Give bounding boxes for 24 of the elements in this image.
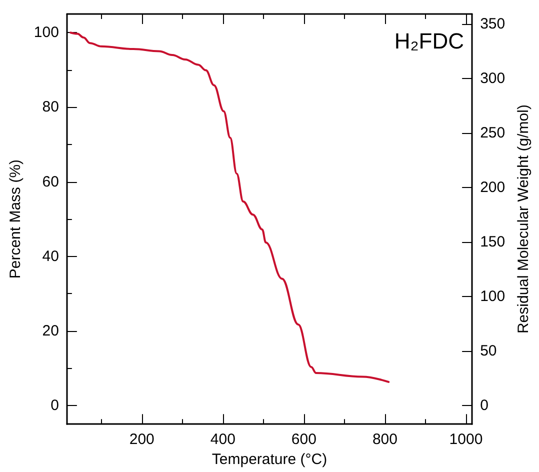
x-tick-label: 200 <box>129 431 154 448</box>
y-tick-label: 80 <box>42 98 59 116</box>
y2-axis-title: Residual Molecular Weight (g/mol) <box>515 104 532 334</box>
y-tick-label: 40 <box>42 248 59 265</box>
x-tick-label: 800 <box>372 431 398 448</box>
x-tick-label: 600 <box>291 431 316 448</box>
y2-tick-label: 50 <box>480 342 497 360</box>
y-tick-label: 20 <box>42 322 59 340</box>
y2-tick-label: 300 <box>480 70 506 87</box>
y2-tick-label: 0 <box>480 397 488 414</box>
y2-tick-label: 200 <box>480 178 506 196</box>
line-series <box>70 32 390 383</box>
y2-tick-label: 350 <box>480 15 506 32</box>
y-tick-label: 60 <box>42 173 59 190</box>
y2-tick-label: 150 <box>480 233 506 250</box>
y2-tick-label: 100 <box>480 288 506 305</box>
annotation: H₂FDC <box>394 28 464 54</box>
x-tick-label: 1000 <box>449 431 483 448</box>
y-tick-label: 100 <box>34 24 59 42</box>
x-axis-title: Temperature (°C) <box>212 451 328 468</box>
y-tick-label: 0 <box>50 396 59 414</box>
y-axis-title: Percent Mass (%) <box>7 159 24 279</box>
x-tick-label: 400 <box>210 431 236 448</box>
y2-tick-label: 250 <box>480 124 506 142</box>
